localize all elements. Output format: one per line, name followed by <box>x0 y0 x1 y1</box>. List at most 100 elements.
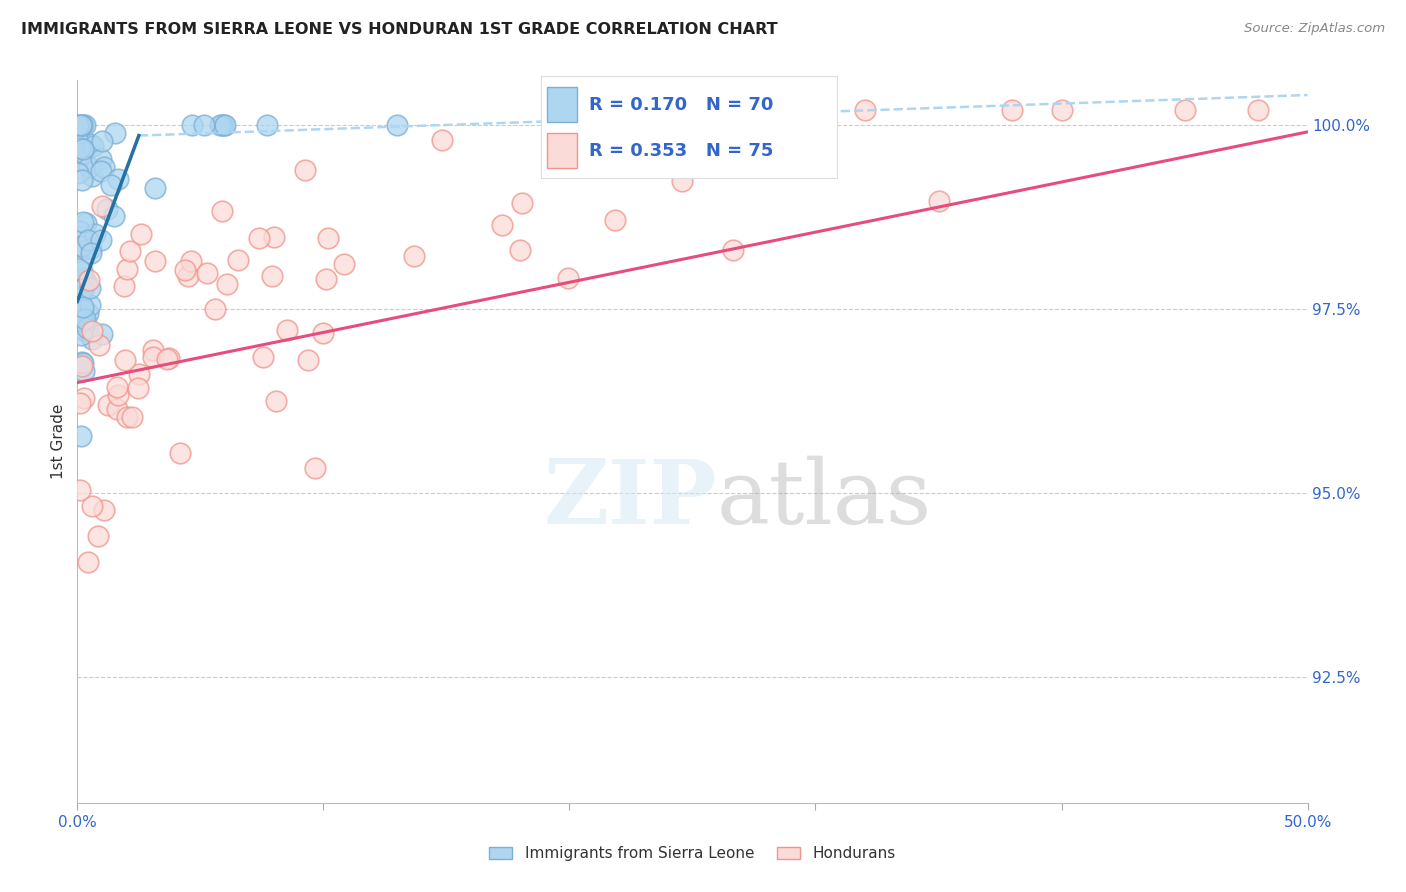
Y-axis label: 1st Grade: 1st Grade <box>51 404 66 479</box>
Point <box>76 321 98 335</box>
Point <box>297 352 319 367</box>
Point <box>70 355 93 369</box>
Point <box>755 103 778 117</box>
Point <box>1050 103 1073 117</box>
Point <box>73 145 96 160</box>
Point <box>333 257 356 271</box>
Point <box>69 141 91 155</box>
Point <box>93 160 115 174</box>
Point <box>72 215 94 229</box>
Point <box>72 314 94 328</box>
Point <box>70 264 93 278</box>
Point <box>69 136 91 151</box>
Point <box>169 446 191 460</box>
Point <box>156 351 179 366</box>
Point <box>75 216 97 230</box>
Point <box>72 356 94 370</box>
Point <box>174 262 197 277</box>
Text: Source: ZipAtlas.com: Source: ZipAtlas.com <box>1244 22 1385 36</box>
Point <box>114 352 136 367</box>
Point <box>87 338 110 352</box>
Point <box>73 324 96 338</box>
Point <box>509 244 531 258</box>
Point <box>82 169 104 183</box>
Point <box>104 126 127 140</box>
Point <box>181 118 204 132</box>
Point <box>72 270 94 285</box>
Point <box>72 142 94 156</box>
Point <box>208 118 231 132</box>
Point <box>180 253 202 268</box>
Point <box>157 351 180 365</box>
Point <box>75 275 97 289</box>
Point <box>96 202 118 216</box>
Point <box>204 302 226 317</box>
Point <box>91 327 114 342</box>
Point <box>90 164 112 178</box>
Point <box>69 483 91 498</box>
Point <box>211 118 233 132</box>
Point <box>90 152 112 166</box>
Point <box>80 332 103 346</box>
Point <box>77 306 100 320</box>
Point <box>69 311 91 326</box>
Point <box>706 103 728 117</box>
Point <box>212 118 235 132</box>
Point <box>1001 103 1024 117</box>
Point <box>853 103 876 117</box>
Point <box>73 392 96 406</box>
Point <box>66 166 89 180</box>
Point <box>195 266 218 280</box>
Point <box>613 147 636 161</box>
Point <box>264 394 287 409</box>
Point <box>105 380 128 394</box>
Text: R = 0.353   N = 75: R = 0.353 N = 75 <box>589 142 773 160</box>
Point <box>747 120 769 135</box>
Point <box>72 359 94 374</box>
Point <box>312 326 335 340</box>
Point <box>73 118 96 132</box>
Point <box>84 227 107 241</box>
Point <box>107 387 129 401</box>
Point <box>131 227 153 242</box>
Point <box>115 410 138 425</box>
Point <box>72 282 94 296</box>
Point <box>69 396 91 410</box>
Point <box>70 118 93 132</box>
Point <box>80 499 103 513</box>
Point <box>385 118 409 132</box>
Point <box>143 253 166 268</box>
Point <box>79 298 101 312</box>
Point <box>72 300 94 314</box>
Point <box>76 555 98 569</box>
Point <box>79 137 101 152</box>
Point <box>143 181 166 195</box>
Point <box>716 128 738 143</box>
Point <box>69 225 91 239</box>
Point <box>226 253 249 268</box>
Point <box>316 231 339 245</box>
Point <box>721 243 744 257</box>
Point <box>1174 103 1197 117</box>
Point <box>90 135 114 149</box>
Point <box>70 172 93 186</box>
Point <box>66 118 89 132</box>
Point <box>432 133 454 147</box>
Point <box>214 118 236 132</box>
Point <box>87 528 110 542</box>
Point <box>510 196 533 211</box>
Point <box>77 160 100 174</box>
Point <box>75 242 97 256</box>
Point <box>67 118 90 132</box>
Point <box>69 118 91 132</box>
Point <box>73 311 96 326</box>
Point <box>82 324 104 338</box>
Point <box>90 233 112 247</box>
Point <box>304 461 326 475</box>
Point <box>121 409 143 424</box>
Point <box>315 272 337 286</box>
Point <box>127 381 149 395</box>
Point <box>82 139 104 153</box>
Point <box>72 118 94 132</box>
Legend: Immigrants from Sierra Leone, Hondurans: Immigrants from Sierra Leone, Hondurans <box>484 840 901 867</box>
